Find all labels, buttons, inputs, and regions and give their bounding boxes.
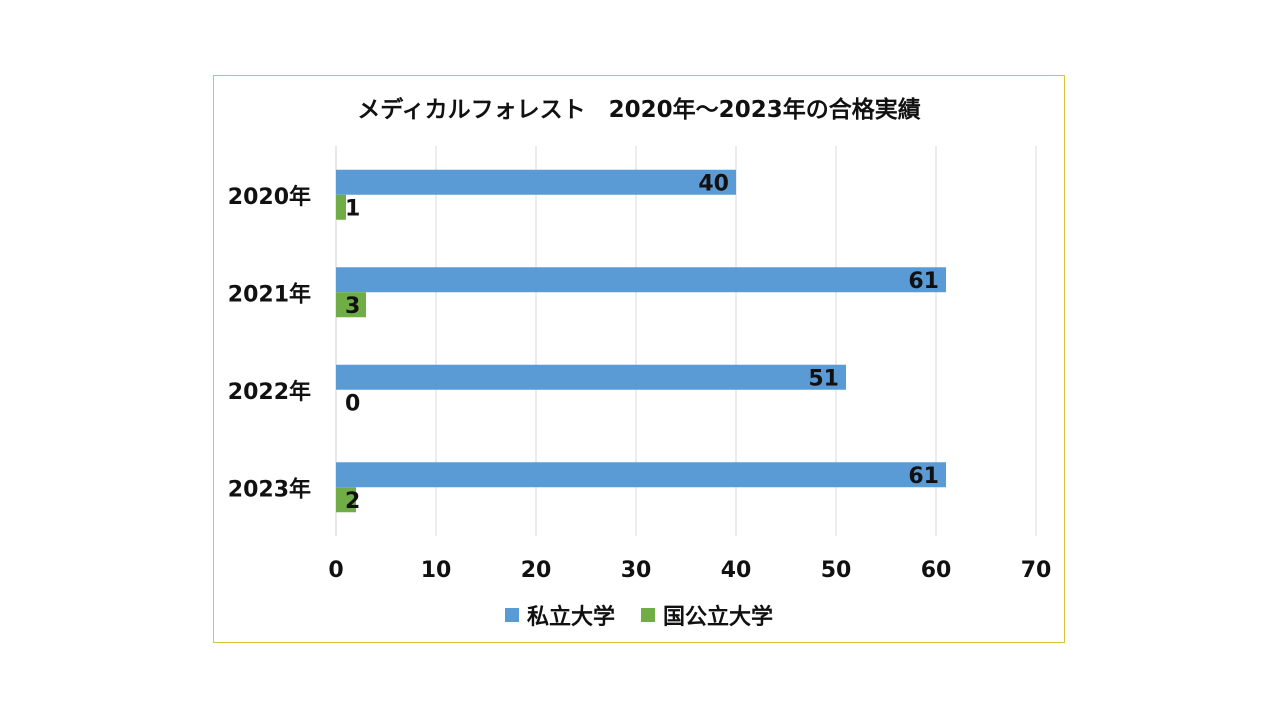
legend-label-private: 私立大学 <box>526 605 615 630</box>
x-tick-label-20: 20 <box>521 558 552 583</box>
x-tick-label-70: 70 <box>1021 558 1052 583</box>
data-label-private-1: 61 <box>908 269 939 294</box>
legend-swatch-national <box>641 608 655 622</box>
data-label-private-0: 40 <box>698 171 729 196</box>
bar-private-2 <box>336 364 846 390</box>
legend-item-national: 国公立大学 <box>641 599 773 631</box>
data-label-national-3: 2 <box>345 489 360 514</box>
x-tick-label-50: 50 <box>821 558 852 583</box>
data-label-national-1: 3 <box>345 294 360 319</box>
legend-label-national: 国公立大学 <box>663 605 774 630</box>
data-label-national-2: 0 <box>345 391 360 416</box>
y-category-label-1: 2021年 <box>228 281 311 307</box>
data-label-private-3: 61 <box>908 464 939 489</box>
x-tick-label-60: 60 <box>921 558 952 583</box>
legend-swatch-private <box>504 608 519 622</box>
y-category-label-0: 2020年 <box>228 184 311 210</box>
x-tick-label-40: 40 <box>721 558 752 583</box>
legend-item-private: 私立大学 <box>504 599 615 631</box>
bar-national-3 <box>336 487 356 513</box>
chart-frame: メディカルフォレスト 2020年～2023年の合格実績 0 10 20 30 40 50 6… <box>213 75 1065 643</box>
bar-private-1 <box>336 267 946 293</box>
x-tick-label-30: 30 <box>621 558 652 583</box>
data-label-national-0: 1 <box>345 196 360 221</box>
data-label-private-2: 51 <box>808 366 839 391</box>
plot-area: 0 10 20 30 40 50 60 70 2020年 40 1 2021年 61 3 2022年 51 0 2… <box>228 146 1052 583</box>
y-category-label-2: 2022年 <box>228 379 311 405</box>
y-category-label-3: 2023年 <box>228 476 311 502</box>
bar-national-0 <box>336 194 346 220</box>
bar-private-0 <box>336 169 736 195</box>
chart-title: メディカルフォレスト 2020年～2023年の合格実績 <box>357 97 921 123</box>
x-tick-label-0: 0 <box>328 558 343 583</box>
legend: 私立大学 国公立大学 <box>214 599 1064 631</box>
bar-national-1 <box>336 292 366 318</box>
x-tick-label-10: 10 <box>421 558 452 583</box>
bar-private-3 <box>336 462 946 488</box>
